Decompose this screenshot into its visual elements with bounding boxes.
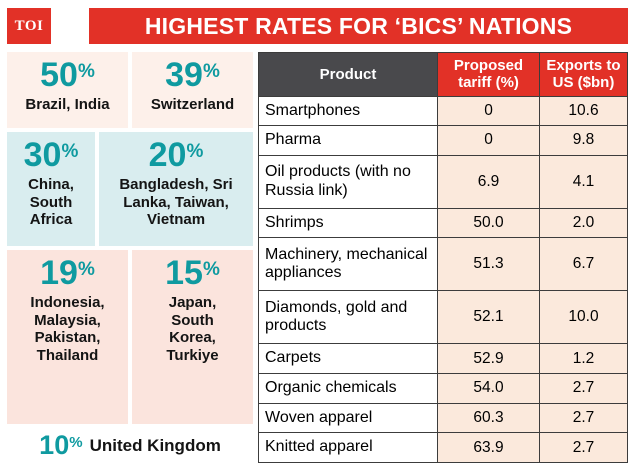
product-cell: Oil products (with no Russia link) <box>258 154 438 209</box>
exports-cell: 2.0 <box>539 207 628 239</box>
rate-boxes-panel: 50% Brazil, India 39% Switzerland 30% Ch… <box>7 52 253 463</box>
tariff-cell: 54.0 <box>437 372 540 404</box>
table-row: Organic chemicals 54.0 2.7 <box>258 372 628 404</box>
rate-value: 20% <box>99 138 253 172</box>
tariff-cell: 51.3 <box>437 237 540 292</box>
rate-value: 15% <box>132 256 253 290</box>
product-cell: Machinery, mechanical appliances <box>258 237 438 292</box>
page-title: HIGHEST RATES FOR ‘BICS’ NATIONS <box>89 8 628 44</box>
rate-row-2: 30% China, South Africa 20% Bangladesh, … <box>7 132 253 246</box>
rate-value: 19% <box>7 256 128 290</box>
exports-cell: 10.0 <box>539 290 628 345</box>
tariff-cell: 60.3 <box>437 402 540 434</box>
exports-cell: 4.1 <box>539 154 628 209</box>
tariff-cell: 50.0 <box>437 207 540 239</box>
tariff-cell: 0 <box>437 125 540 156</box>
product-cell: Knitted apparel <box>258 432 438 463</box>
rate-box-switzerland: 39% Switzerland <box>132 52 253 128</box>
exports-cell: 2.7 <box>539 432 628 463</box>
exports-cell: 2.7 <box>539 372 628 404</box>
table-row: Woven apparel 60.3 2.7 <box>258 402 628 434</box>
rate-value: 30% <box>7 138 95 172</box>
rate-number: 50 <box>40 56 78 94</box>
table-row: Knitted apparel 63.9 2.7 <box>258 432 628 463</box>
rate-number: 19 <box>40 254 78 292</box>
tariff-table: Product Proposed tariff (%) Exports to U… <box>258 52 628 463</box>
exports-cell: 1.2 <box>539 343 628 374</box>
tariff-table-panel: Product Proposed tariff (%) Exports to U… <box>258 52 628 463</box>
table-body: Smartphones 0 10.6 Pharma 0 9.8 Oil prod… <box>258 95 628 463</box>
exports-cell: 2.7 <box>539 402 628 434</box>
exports-cell: 6.7 <box>539 237 628 292</box>
top-bar: TOI HIGHEST RATES FOR ‘BICS’ NATIONS <box>7 8 628 44</box>
product-cell: Diamonds, gold and products <box>258 290 438 345</box>
tariff-cell: 63.9 <box>437 432 540 463</box>
product-cell: Pharma <box>258 125 438 156</box>
product-cell: Smartphones <box>258 95 438 127</box>
rate-number: 15 <box>165 254 203 292</box>
table-header: Product Proposed tariff (%) Exports to U… <box>258 52 628 97</box>
tariff-cell: 6.9 <box>437 154 540 209</box>
rate-box-bangladesh-group: 20% Bangladesh, Sri Lanka, Taiwan, Vietn… <box>99 132 253 246</box>
rate-countries: United Kingdom <box>89 435 221 455</box>
rate-row-1: 50% Brazil, India 39% Switzerland <box>7 52 253 128</box>
product-cell: Carpets <box>258 343 438 374</box>
rate-box-indonesia-group: 19% Indonesia, Malaysia, Pakistan, Thail… <box>7 250 128 424</box>
table-row: Diamonds, gold and products 52.1 10.0 <box>258 290 628 345</box>
rate-countries: Switzerland <box>150 96 235 113</box>
table-row: Shrimps 50.0 2.0 <box>258 207 628 239</box>
rate-number: 10 <box>39 430 70 460</box>
percent-sign: % <box>202 259 220 280</box>
exports-cell: 10.6 <box>539 95 628 127</box>
column-header-product: Product <box>258 52 438 97</box>
percent-sign: % <box>77 259 95 280</box>
table-row: Machinery, mechanical appliances 51.3 6.… <box>258 237 628 292</box>
tariff-cell: 52.9 <box>437 343 540 374</box>
column-header-tariff: Proposed tariff (%) <box>437 52 540 97</box>
column-header-exports: Exports to US ($bn) <box>539 52 628 97</box>
rate-number: 20 <box>148 136 187 174</box>
rate-box-brazil-india: 50% Brazil, India <box>7 52 128 128</box>
rate-countries: China, South Africa <box>28 176 74 229</box>
product-cell: Woven apparel <box>258 402 438 434</box>
table-row: Pharma 0 9.8 <box>258 125 628 156</box>
rate-number: 30 <box>23 136 62 174</box>
tariff-cell: 0 <box>437 95 540 127</box>
rate-row-3: 19% Indonesia, Malaysia, Pakistan, Thail… <box>7 250 253 424</box>
percent-sign: % <box>77 61 95 82</box>
percent-sign: % <box>202 61 220 82</box>
percent-sign: % <box>61 141 79 162</box>
percent-sign: % <box>69 434 83 451</box>
rate-value: 39% <box>132 58 253 92</box>
product-cell: Organic chemicals <box>258 372 438 404</box>
rate-value: 10% <box>39 432 82 459</box>
table-row: Oil products (with no Russia link) 6.9 4… <box>258 154 628 209</box>
table-row: Carpets 52.9 1.2 <box>258 343 628 374</box>
rate-number: 39 <box>165 56 203 94</box>
rate-countries: Bangladesh, Sri Lanka, Taiwan, Vietnam <box>119 176 233 229</box>
rate-box-china-safrica: 30% China, South Africa <box>7 132 95 246</box>
rate-countries: Indonesia, Malaysia, Pakistan, Thailand <box>30 294 105 365</box>
rate-row-uk: 10% United Kingdom <box>7 428 253 463</box>
rate-value: 50% <box>7 58 128 92</box>
toi-logo: TOI <box>7 8 51 44</box>
content-area: 50% Brazil, India 39% Switzerland 30% Ch… <box>7 52 628 463</box>
rate-countries: Brazil, India <box>25 96 110 113</box>
product-cell: Shrimps <box>258 207 438 239</box>
table-row: Smartphones 0 10.6 <box>258 95 628 127</box>
rate-countries: Japan, South Korea, Turkiye <box>166 294 219 365</box>
exports-cell: 9.8 <box>539 125 628 156</box>
table-header-row: Product Proposed tariff (%) Exports to U… <box>258 52 628 97</box>
rate-box-japan-group: 15% Japan, South Korea, Turkiye <box>132 250 253 424</box>
percent-sign: % <box>186 141 204 162</box>
tariff-cell: 52.1 <box>437 290 540 345</box>
